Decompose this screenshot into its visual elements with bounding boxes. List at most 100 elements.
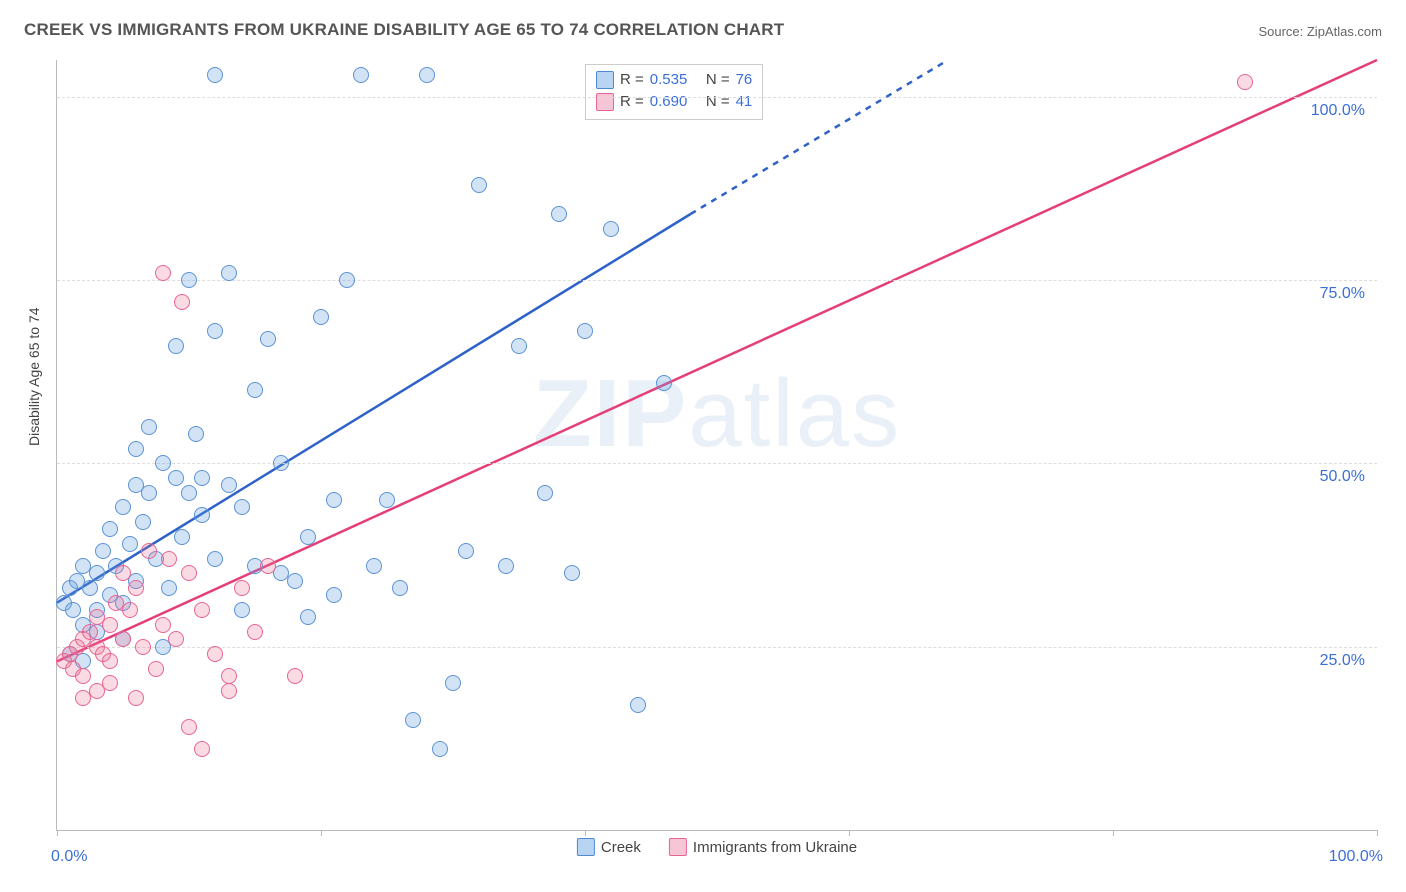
series-swatch <box>596 71 614 89</box>
legend-item[interactable]: Creek <box>577 838 641 856</box>
data-point <box>379 492 395 508</box>
y-tick-label: 75.0% <box>1320 285 1365 303</box>
data-point <box>564 565 580 581</box>
watermark-atlas: atlas <box>688 360 901 467</box>
data-point <box>234 499 250 515</box>
data-point <box>221 477 237 493</box>
data-point <box>194 507 210 523</box>
stats-n-value: 76 <box>736 69 753 91</box>
data-point <box>221 683 237 699</box>
data-point <box>656 375 672 391</box>
data-point <box>366 558 382 574</box>
gridline-h <box>57 647 1377 648</box>
data-point <box>181 719 197 735</box>
stats-n-value: 41 <box>736 91 753 113</box>
data-point <box>551 206 567 222</box>
data-point <box>630 697 646 713</box>
stats-r-key: R = <box>620 91 644 113</box>
gridline-h <box>57 280 1377 281</box>
data-point <box>82 624 98 640</box>
data-point <box>221 265 237 281</box>
x-tick-label: 100.0% <box>1329 848 1383 866</box>
data-point <box>207 646 223 662</box>
data-point <box>95 543 111 559</box>
data-point <box>511 338 527 354</box>
y-axis-label: Disability Age 65 to 74 <box>26 307 42 446</box>
data-point <box>498 558 514 574</box>
data-point <box>445 675 461 691</box>
data-point <box>115 499 131 515</box>
data-point <box>188 426 204 442</box>
data-point <box>102 521 118 537</box>
data-point <box>82 580 98 596</box>
data-point <box>168 338 184 354</box>
x-tick <box>321 830 322 836</box>
data-point <box>273 455 289 471</box>
data-point <box>339 272 355 288</box>
data-point <box>207 67 223 83</box>
stats-r-value: 0.690 <box>650 91 688 113</box>
legend-label: Immigrants from Ukraine <box>693 839 857 856</box>
chart-title: CREEK VS IMMIGRANTS FROM UKRAINE DISABIL… <box>24 20 784 40</box>
data-point <box>102 617 118 633</box>
data-point <box>313 309 329 325</box>
watermark: ZIPatlas <box>533 359 901 469</box>
data-point <box>392 580 408 596</box>
data-point <box>577 323 593 339</box>
data-point <box>537 485 553 501</box>
data-point <box>432 741 448 757</box>
legend-item[interactable]: Immigrants from Ukraine <box>669 838 857 856</box>
source-label: Source: <box>1258 24 1306 39</box>
data-point <box>141 485 157 501</box>
data-point <box>287 668 303 684</box>
source-attribution: Source: ZipAtlas.com <box>1258 24 1382 39</box>
data-point <box>155 265 171 281</box>
legend-bottom: Creek Immigrants from Ukraine <box>577 832 857 856</box>
data-point <box>155 617 171 633</box>
data-point <box>194 602 210 618</box>
x-tick <box>57 830 58 836</box>
data-point <box>148 661 164 677</box>
data-point <box>141 419 157 435</box>
data-point <box>207 551 223 567</box>
data-point <box>115 631 131 647</box>
data-point <box>181 272 197 288</box>
series-swatch <box>669 838 687 856</box>
data-point <box>128 690 144 706</box>
data-point <box>300 529 316 545</box>
data-point <box>1237 74 1253 90</box>
y-tick-label: 100.0% <box>1311 102 1365 120</box>
data-point <box>260 558 276 574</box>
data-point <box>181 485 197 501</box>
x-tick-label: 0.0% <box>51 848 87 866</box>
data-point <box>161 551 177 567</box>
plot-area: ZIPatlas R = 0.535 N = 76R = 0.690 N = 4… <box>56 60 1377 831</box>
data-point <box>181 565 197 581</box>
data-point <box>135 514 151 530</box>
data-point <box>234 602 250 618</box>
data-point <box>471 177 487 193</box>
stats-row: R = 0.690 N = 41 <box>596 91 752 113</box>
stats-legend-box: R = 0.535 N = 76R = 0.690 N = 41 <box>585 64 763 120</box>
data-point <box>161 580 177 596</box>
data-point <box>174 294 190 310</box>
data-point <box>65 602 81 618</box>
data-point <box>122 602 138 618</box>
trend-lines-svg <box>57 60 1377 830</box>
series-swatch <box>577 838 595 856</box>
data-point <box>194 470 210 486</box>
data-point <box>194 741 210 757</box>
data-point <box>405 712 421 728</box>
data-point <box>326 587 342 603</box>
data-point <box>168 470 184 486</box>
data-point <box>419 67 435 83</box>
stats-r-value: 0.535 <box>650 69 688 91</box>
x-tick <box>849 830 850 836</box>
y-tick-label: 25.0% <box>1320 652 1365 670</box>
stats-r-key: R = <box>620 69 644 91</box>
gridline-h <box>57 463 1377 464</box>
stats-n-key: N = <box>693 91 729 113</box>
data-point <box>128 441 144 457</box>
source-link[interactable]: ZipAtlas.com <box>1307 24 1382 39</box>
data-point <box>135 639 151 655</box>
